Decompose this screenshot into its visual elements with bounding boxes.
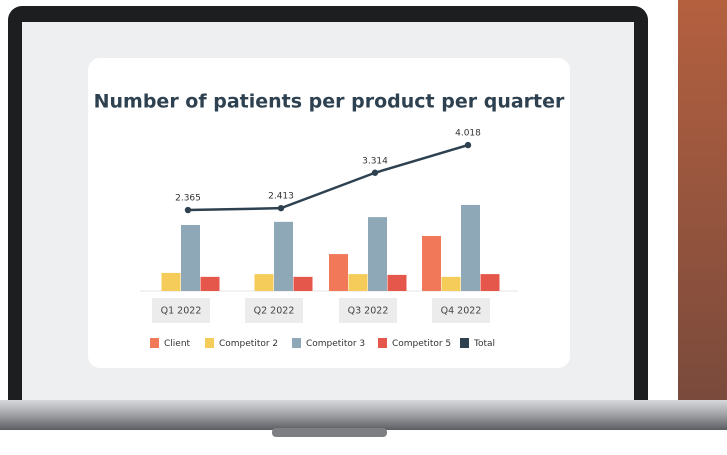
data-label: 2.413	[268, 192, 294, 202]
bar	[368, 217, 387, 291]
bar	[481, 274, 500, 291]
laptop-base	[0, 400, 727, 430]
legend-label: Competitor 2	[219, 339, 278, 349]
bar	[349, 274, 368, 291]
legend-label: Competitor 5	[392, 339, 451, 349]
legend-swatch	[460, 338, 469, 348]
bar	[442, 277, 461, 291]
bar	[181, 225, 200, 291]
x-tick-label: Q1 2022	[161, 306, 202, 317]
legend-swatch	[378, 338, 387, 348]
legend-label: Competitor 3	[306, 339, 365, 349]
bar	[461, 205, 480, 291]
legend-label: Client	[164, 339, 191, 349]
bar	[388, 275, 407, 291]
x-tick-label: Q2 2022	[254, 306, 295, 317]
legend-swatch	[292, 338, 301, 348]
line-point	[372, 170, 378, 176]
legend-swatch	[150, 338, 159, 348]
legend-swatch	[205, 338, 214, 348]
bar	[201, 277, 220, 291]
x-tick-label: Q4 2022	[441, 306, 482, 317]
data-label: 2.365	[175, 194, 201, 204]
line-point	[185, 207, 191, 213]
line-point	[465, 142, 471, 148]
bar	[422, 236, 441, 291]
background-photo	[678, 0, 727, 400]
bar	[255, 274, 274, 291]
laptop-notch	[272, 428, 387, 437]
chart-title: Number of patients per product per quart…	[94, 91, 565, 113]
page: Number of patients per product per quart…	[0, 0, 727, 451]
bar	[294, 277, 313, 291]
legend-label: Total	[473, 339, 495, 349]
bar	[162, 273, 181, 291]
x-tick-label: Q3 2022	[348, 306, 389, 317]
data-label: 3.314	[362, 156, 388, 166]
data-label: 4.018	[455, 129, 481, 139]
bar	[329, 254, 348, 291]
bar	[274, 222, 293, 291]
line-point	[278, 205, 284, 211]
